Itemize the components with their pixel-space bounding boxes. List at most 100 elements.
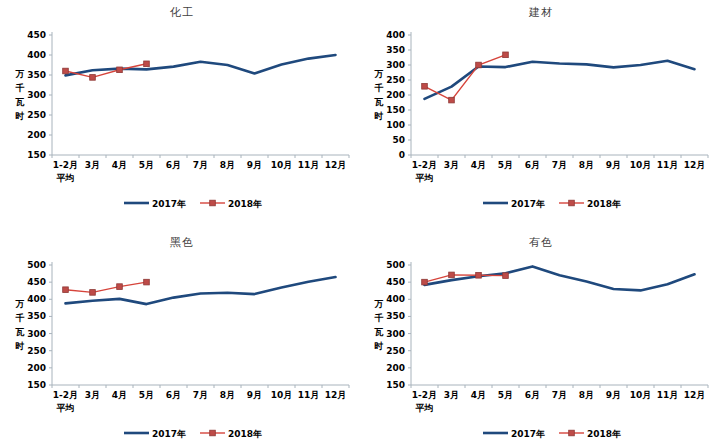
y-tick-label: 50 (392, 135, 405, 145)
legend-label-2017: 2017年 (511, 429, 545, 439)
series-line-2017 (66, 55, 336, 75)
y-tick-label: 250 (27, 110, 46, 120)
x-category-label: 1-2月 (53, 160, 78, 170)
y-tick-label: 150 (27, 150, 46, 160)
x-category-label: 7月 (552, 160, 567, 170)
x-category-label: 4月 (471, 390, 486, 400)
series-marker-2018 (449, 272, 455, 278)
series-marker-2018 (90, 290, 96, 296)
series-line-2017 (425, 61, 695, 99)
legend-label-2017: 2017年 (152, 199, 186, 209)
legend-marker-2018 (210, 430, 216, 436)
series-line-2018 (66, 282, 147, 292)
x-category-label: 10月 (630, 390, 652, 400)
x-category-label: 12月 (325, 390, 347, 400)
x-category-label: 11月 (657, 160, 679, 170)
x-category-label: 4月 (112, 390, 127, 400)
y-tick-label: 200 (27, 363, 46, 373)
x-category-label: 5月 (139, 390, 154, 400)
y-tick-label: 250 (27, 346, 46, 356)
y-axis-title: 万千瓦时 (15, 69, 25, 121)
x-category-label: 平均 (56, 173, 75, 183)
x-category-label: 7月 (193, 390, 208, 400)
y-tick-label: 200 (386, 90, 405, 100)
series-marker-2018 (63, 68, 69, 74)
x-category-label: 4月 (112, 160, 127, 170)
x-category-label: 3月 (444, 390, 459, 400)
x-category-label: 4月 (471, 160, 486, 170)
x-category-label: 8月 (579, 390, 594, 400)
legend-label-2017: 2017年 (511, 199, 545, 209)
chart-cell-jiancai: 建材万千瓦时4003503002502001501005001-2月平均3月4月… (359, 0, 719, 222)
y-tick-label: 200 (27, 130, 46, 140)
series-marker-2018 (476, 62, 482, 68)
series-marker-2018 (503, 52, 509, 58)
y-tick-label: 450 (27, 30, 46, 40)
x-category-label: 1-2月 (412, 390, 437, 400)
x-category-label: 平均 (415, 403, 434, 413)
x-category-label: 平均 (56, 403, 75, 413)
chart-title: 化工 (169, 6, 194, 19)
x-category-label: 1-2月 (53, 390, 78, 400)
y-tick-label: 350 (27, 70, 46, 80)
legend-label-2017: 2017年 (152, 429, 186, 439)
x-category-label: 3月 (444, 160, 459, 170)
chart-title: 有色 (529, 236, 553, 249)
y-tick-label: 350 (386, 45, 405, 55)
y-tick-label: 400 (27, 50, 46, 60)
legend-label-2018: 2018年 (587, 429, 621, 439)
y-tick-label: 250 (386, 75, 405, 85)
y-tick-label: 450 (386, 277, 405, 287)
charts-grid: 化工万千瓦时4504003503002502001501-2月平均3月4月5月6… (0, 0, 719, 444)
y-tick-label: 150 (27, 380, 46, 390)
series-marker-2018 (144, 61, 150, 67)
chart-jiancai: 建材万千瓦时4003503002502001501005001-2月平均3月4月… (359, 0, 718, 222)
y-tick-label: 300 (386, 329, 405, 339)
x-category-label: 5月 (498, 160, 513, 170)
series-marker-2018 (144, 279, 150, 285)
legend-label-2018: 2018年 (228, 429, 262, 439)
x-category-label: 9月 (247, 390, 262, 400)
y-axis-title: 万千瓦时 (15, 299, 25, 351)
x-category-label: 12月 (684, 390, 706, 400)
legend-marker-2018 (569, 430, 575, 436)
chart-title: 黑色 (170, 236, 194, 249)
y-tick-label: 350 (386, 311, 405, 321)
series-line-2017 (425, 266, 695, 290)
x-category-label: 5月 (139, 160, 154, 170)
series-marker-2018 (117, 67, 123, 73)
chart-huagong: 化工万千瓦时4504003503002502001501-2月平均3月4月5月6… (0, 0, 359, 222)
x-category-label: 10月 (271, 160, 293, 170)
series-marker-2018 (449, 97, 455, 103)
y-axis-title: 万千瓦时 (374, 69, 384, 121)
series-line-2017 (66, 277, 336, 304)
y-tick-label: 200 (386, 363, 405, 373)
y-tick-label: 500 (27, 260, 46, 270)
y-tick-label: 500 (386, 260, 405, 270)
series-marker-2018 (422, 84, 428, 90)
chart-cell-youse: 有色万千瓦时5004504003503002502001501-2月平均3月4月… (359, 222, 719, 444)
x-category-label: 9月 (247, 160, 262, 170)
series-marker-2018 (63, 287, 69, 293)
series-marker-2018 (476, 273, 482, 279)
chart-youse: 有色万千瓦时5004504003503002502001501-2月平均3月4月… (359, 222, 718, 444)
series-marker-2018 (422, 279, 428, 285)
series-marker-2018 (117, 284, 123, 290)
x-category-label: 6月 (525, 160, 540, 170)
x-category-label: 8月 (579, 160, 594, 170)
series-marker-2018 (503, 273, 509, 279)
x-category-label: 3月 (85, 160, 100, 170)
x-category-label: 1-2月 (412, 160, 437, 170)
chart-title: 建材 (528, 6, 553, 19)
y-tick-label: 250 (386, 346, 405, 356)
x-category-label: 9月 (606, 160, 621, 170)
legend-marker-2018 (210, 200, 216, 206)
y-tick-label: 400 (386, 294, 405, 304)
series-marker-2018 (90, 75, 96, 81)
y-tick-label: 400 (27, 294, 46, 304)
x-category-label: 10月 (630, 160, 652, 170)
x-category-label: 3月 (85, 390, 100, 400)
y-tick-label: 100 (386, 120, 405, 130)
x-category-label: 7月 (193, 160, 208, 170)
legend-label-2018: 2018年 (587, 199, 621, 209)
